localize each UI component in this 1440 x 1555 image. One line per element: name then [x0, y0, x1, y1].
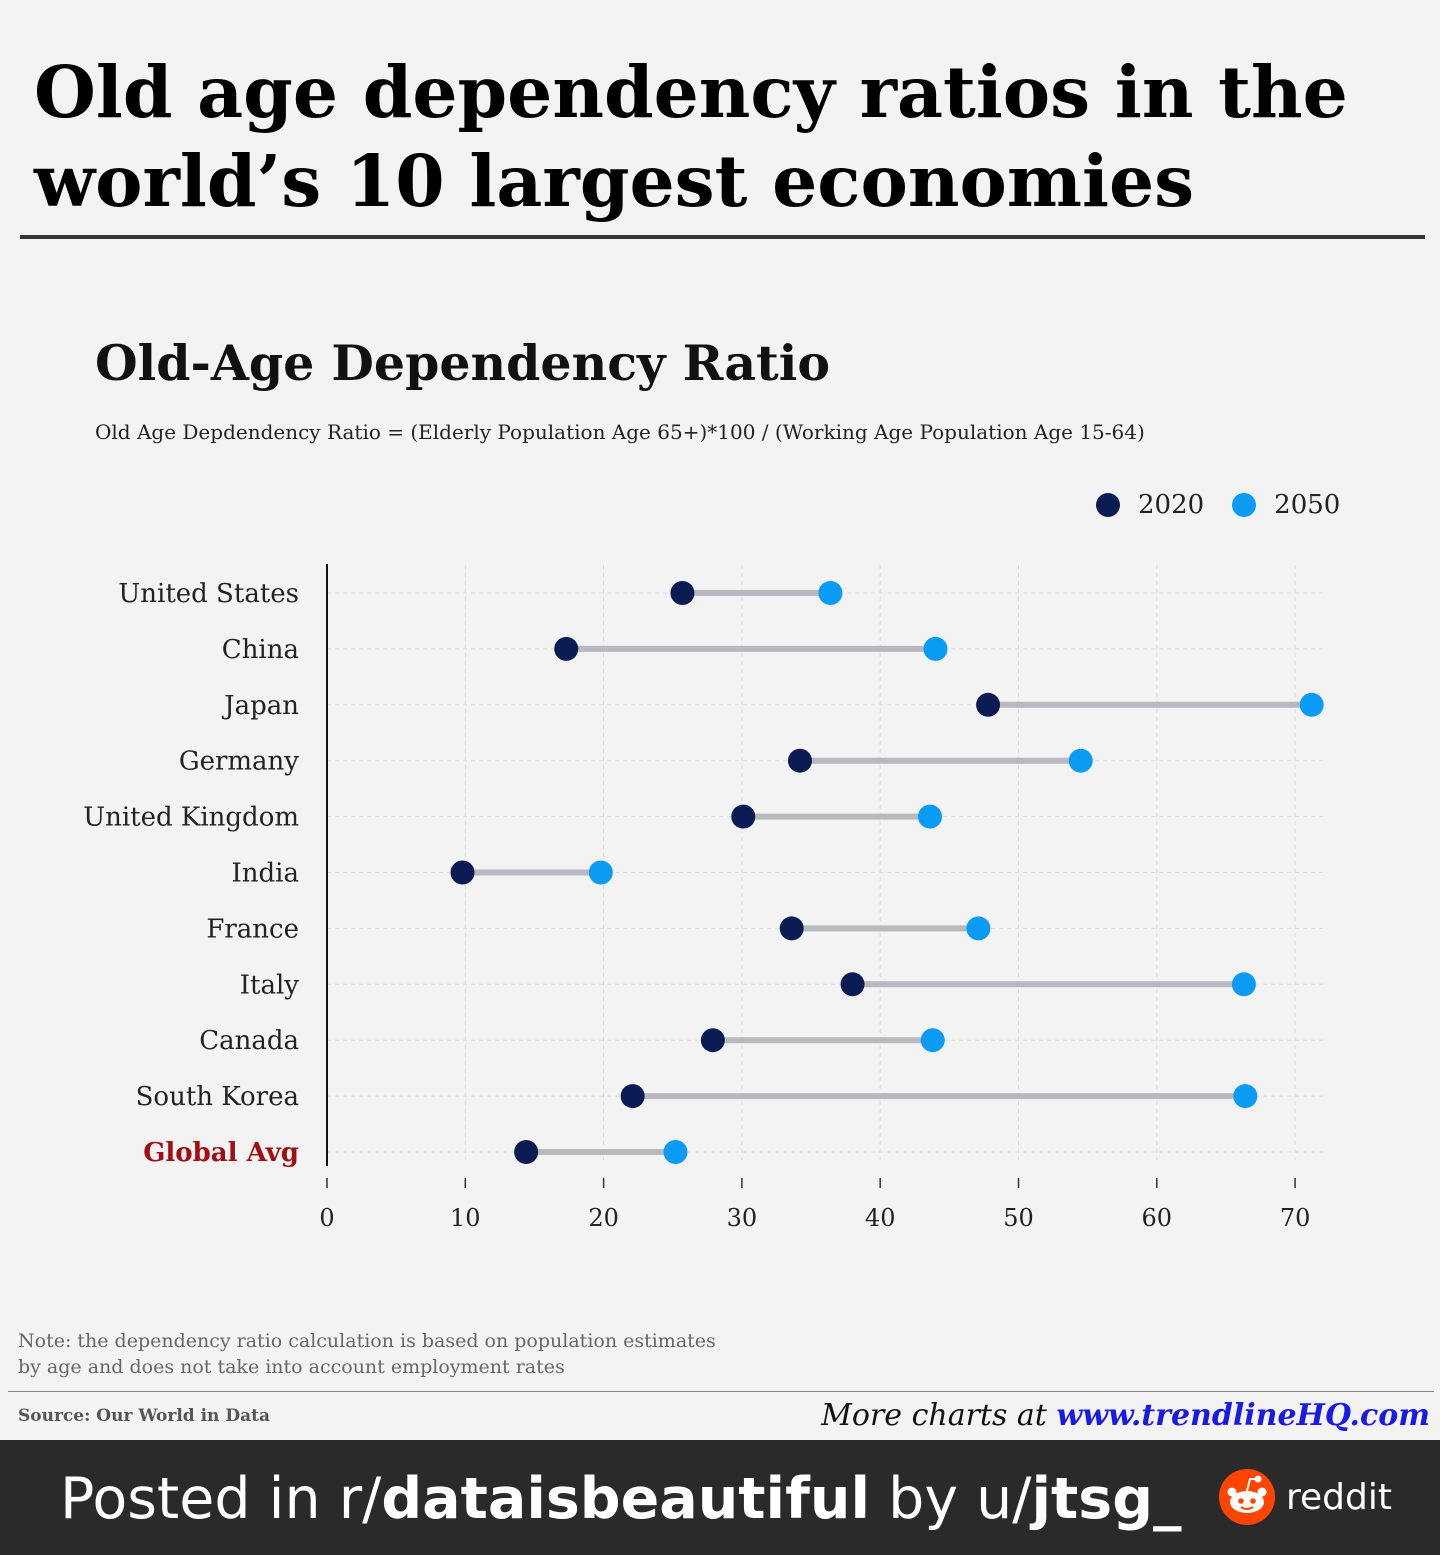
x-tick-label: 10: [450, 1204, 481, 1232]
point-2050: [663, 1140, 688, 1164]
x-tick-label: 70: [1280, 1204, 1311, 1232]
subreddit-name[interactable]: dataisbeautiful: [381, 1466, 871, 1532]
point-2050: [588, 860, 613, 885]
more-charts-prefix: More charts at: [821, 1398, 1057, 1433]
point-2020: [976, 692, 1001, 717]
category-label: South Korea: [136, 1082, 299, 1112]
footer-divider: [8, 1391, 1434, 1392]
point-2020: [670, 581, 695, 605]
posted-in-text: Posted in r/dataisbeautiful by u/jtsg_: [60, 1466, 1182, 1532]
headline-line-1: Old age dependency ratios in the: [34, 50, 1348, 134]
category-label: China: [222, 635, 299, 665]
legend-dot-2020: [1096, 493, 1120, 517]
reddit-wordmark: reddit: [1286, 1476, 1392, 1518]
reddit-alien-icon: [1219, 1469, 1275, 1525]
category-label: India: [232, 859, 299, 889]
chart-legend: 2020 2050: [1096, 490, 1340, 520]
x-tick-label: 50: [1003, 1204, 1034, 1232]
category-label: United Kingdom: [83, 803, 299, 833]
point-2050: [966, 916, 991, 941]
headline-divider: [20, 235, 1425, 239]
point-2050: [1231, 972, 1256, 997]
trendline-link[interactable]: www.trendlineHQ.com: [1056, 1398, 1430, 1433]
legend-item-2020: 2020: [1096, 490, 1204, 520]
category-label: Japan: [221, 691, 299, 721]
username[interactable]: jtsg_: [1031, 1466, 1182, 1532]
point-2020: [700, 1028, 725, 1053]
x-tick-label: 0: [319, 1204, 334, 1232]
posted-prefix: Posted in r/: [60, 1466, 382, 1532]
legend-dot-2050: [1232, 493, 1257, 517]
legend-label-2020: 2020: [1138, 490, 1205, 520]
legend-item-2050: 2050: [1232, 490, 1340, 520]
x-tick-label: 20: [588, 1204, 619, 1232]
point-2020: [450, 860, 475, 885]
posted-by: by u/: [870, 1466, 1032, 1532]
chart-title: Old-Age Dependency Ratio: [95, 334, 831, 392]
point-2020: [779, 916, 804, 941]
point-2050: [920, 1028, 945, 1053]
point-2020: [514, 1140, 539, 1164]
legend-label-2050: 2050: [1274, 490, 1341, 520]
point-2020: [787, 748, 812, 773]
category-label: United States: [118, 579, 299, 609]
x-tick-label: 30: [727, 1204, 758, 1232]
point-2050: [917, 804, 942, 829]
category-label: Germany: [179, 747, 299, 777]
point-2020: [554, 636, 579, 661]
category-label: France: [206, 914, 299, 944]
more-charts-credit: More charts at www.trendlineHQ.com: [821, 1398, 1430, 1433]
category-label: Canada: [199, 1026, 299, 1056]
chart-subtitle-formula: Old Age Depdendency Ratio = (Elderly Pop…: [95, 420, 1145, 444]
category-label: Italy: [240, 970, 300, 1000]
point-2050: [1068, 748, 1093, 773]
chart-note: Note: the dependency ratio calculation i…: [18, 1330, 716, 1378]
x-tick-label: 40: [865, 1204, 896, 1232]
x-tick-label: 60: [1142, 1204, 1173, 1232]
point-2050: [1299, 692, 1324, 717]
point-2020: [620, 1084, 645, 1109]
headline-line-2: world’s 10 largest economies: [34, 139, 1195, 223]
point-2020: [731, 804, 756, 829]
point-2050: [818, 581, 843, 605]
headline: Old age dependency ratios in the world’s…: [34, 48, 1414, 226]
point-2050: [1233, 1084, 1258, 1109]
point-2050: [923, 636, 948, 661]
point-2020: [840, 972, 865, 997]
reddit-footer-bar: Posted in r/dataisbeautiful by u/jtsg_ r…: [0, 1440, 1440, 1555]
source-credit: Source: Our World in Data: [18, 1406, 270, 1426]
category-label: Global Avg: [143, 1138, 299, 1168]
dumbbell-chart: 0 10 20 30 40 50 60 70 United States China Japan Ge…: [83, 564, 1325, 1232]
reddit-logo: reddit: [1218, 1468, 1392, 1526]
